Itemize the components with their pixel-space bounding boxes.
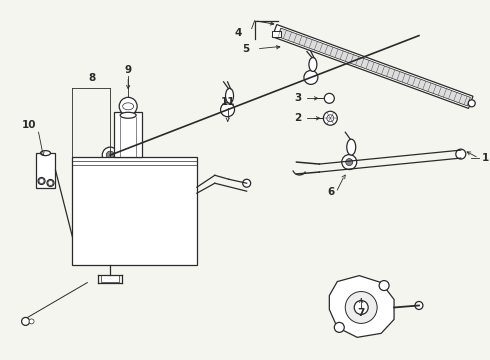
Circle shape [345, 292, 377, 323]
Ellipse shape [324, 93, 334, 103]
Text: 2: 2 [294, 113, 301, 123]
Text: 6: 6 [328, 187, 335, 197]
Bar [114, 112, 142, 157]
Text: 10: 10 [22, 120, 36, 130]
Circle shape [304, 71, 318, 84]
Circle shape [342, 154, 357, 170]
Circle shape [379, 280, 389, 291]
Bar [36, 153, 55, 188]
Circle shape [456, 149, 466, 159]
Bar [101, 275, 119, 282]
Text: 5: 5 [243, 44, 250, 54]
Text: 9: 9 [124, 66, 132, 76]
Bar [271, 31, 281, 37]
Ellipse shape [309, 58, 317, 71]
Bar [73, 157, 197, 265]
Ellipse shape [468, 100, 475, 107]
Circle shape [102, 147, 118, 163]
Text: 4: 4 [234, 28, 242, 37]
Polygon shape [329, 276, 394, 337]
Circle shape [39, 179, 44, 184]
Ellipse shape [122, 103, 134, 110]
Circle shape [220, 103, 235, 117]
Text: 1: 1 [482, 153, 489, 163]
Circle shape [327, 115, 334, 122]
Polygon shape [272, 24, 473, 108]
Circle shape [334, 323, 344, 332]
Ellipse shape [22, 318, 29, 325]
Text: 11: 11 [220, 97, 235, 107]
Circle shape [354, 301, 368, 314]
Circle shape [48, 180, 53, 185]
Ellipse shape [47, 180, 54, 186]
Text: 8: 8 [89, 73, 96, 84]
Circle shape [106, 151, 114, 159]
Polygon shape [278, 28, 470, 106]
Ellipse shape [225, 88, 234, 103]
Ellipse shape [38, 177, 45, 184]
Ellipse shape [347, 139, 356, 155]
Circle shape [323, 111, 337, 125]
Circle shape [346, 159, 353, 166]
Ellipse shape [29, 319, 34, 324]
Circle shape [243, 179, 251, 187]
Ellipse shape [41, 150, 50, 156]
Ellipse shape [120, 112, 136, 118]
Text: 3: 3 [294, 93, 301, 103]
Text: 7: 7 [358, 309, 365, 319]
Circle shape [415, 301, 423, 310]
Circle shape [119, 97, 137, 115]
